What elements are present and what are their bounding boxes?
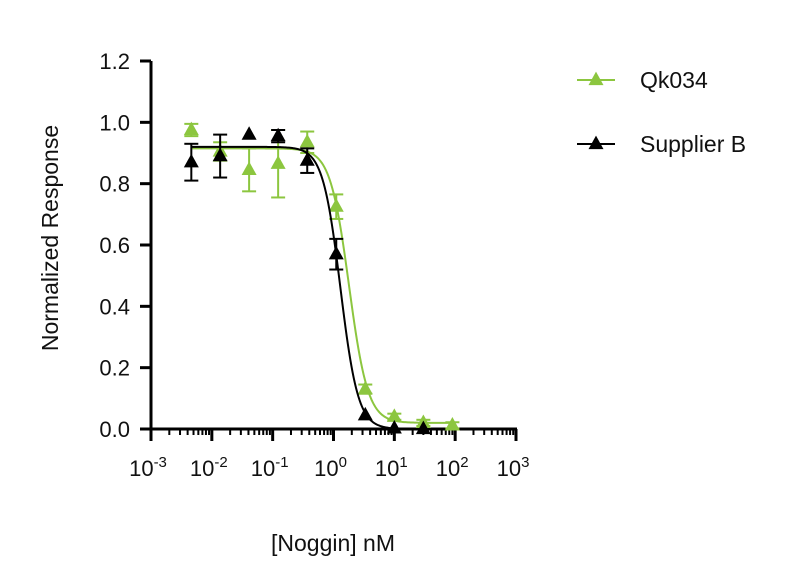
x-tick-exponent: -3 bbox=[154, 454, 167, 471]
y-tick-label: 0.0 bbox=[99, 417, 130, 442]
data-point bbox=[357, 406, 373, 421]
data-point bbox=[386, 408, 402, 422]
x-tick-exponent: 1 bbox=[399, 454, 407, 471]
data-point bbox=[212, 147, 228, 162]
x-tick-base: 10 bbox=[436, 456, 460, 481]
y-tick-label: 0.2 bbox=[99, 356, 130, 381]
x-tick-label: 103 bbox=[497, 454, 530, 481]
y-tick-label: 1.2 bbox=[99, 49, 130, 74]
legend-marker bbox=[588, 71, 604, 86]
x-tick-label: 101 bbox=[375, 454, 408, 481]
x-tick-base: 10 bbox=[251, 456, 275, 481]
data-point bbox=[444, 416, 460, 431]
data-point bbox=[299, 152, 315, 166]
series-qk034 bbox=[183, 121, 460, 431]
y-tick-label: 1.0 bbox=[99, 110, 130, 135]
data-point bbox=[270, 127, 286, 142]
axes: 0.00.20.40.60.81.01.2 10-3 10-2 10-1 100 101… bbox=[99, 49, 529, 481]
x-axis-label: [Noggin] nM bbox=[271, 530, 395, 556]
x-ticks: 10-3 10-2 10-1 100 101 102 103 bbox=[129, 429, 529, 481]
y-tick-label: 0.8 bbox=[99, 172, 130, 197]
x-tick-base: 10 bbox=[129, 456, 153, 481]
x-tick-exponent: 3 bbox=[521, 454, 529, 471]
y-tick-label: 0.4 bbox=[99, 294, 130, 319]
x-tick-base: 10 bbox=[314, 456, 338, 481]
legend-label: Supplier B bbox=[640, 131, 746, 157]
data-point bbox=[357, 380, 373, 395]
legend-marker bbox=[588, 135, 604, 150]
data-point bbox=[328, 198, 344, 212]
x-tick-label: 10-3 bbox=[129, 454, 167, 481]
series-supplier-b bbox=[183, 126, 431, 435]
data-point bbox=[415, 420, 431, 435]
fit-curve bbox=[191, 147, 453, 424]
data-point bbox=[241, 161, 257, 175]
legend-label: Qk034 bbox=[640, 67, 708, 93]
x-tick-label: 100 bbox=[314, 454, 347, 481]
x-tick-base: 10 bbox=[375, 456, 399, 481]
data-point bbox=[183, 121, 199, 136]
x-tick-exponent: 2 bbox=[460, 454, 468, 471]
x-tick-label: 10-2 bbox=[190, 454, 228, 481]
legend: Qk034 Supplier B bbox=[577, 67, 746, 157]
x-tick-exponent: -2 bbox=[214, 454, 227, 471]
y-ticks: 0.0 0.2 0.4 0.6 0.8 1.0 1.2 bbox=[99, 49, 151, 442]
x-tick-label: 102 bbox=[436, 454, 469, 481]
data-point bbox=[328, 245, 344, 260]
x-tick-exponent: -1 bbox=[275, 454, 288, 471]
x-tick-label: 10-1 bbox=[251, 454, 289, 481]
series-layer bbox=[183, 121, 460, 435]
x-tick-base: 10 bbox=[497, 456, 521, 481]
data-point bbox=[386, 420, 402, 434]
data-point bbox=[183, 153, 199, 168]
y-axis-label: Normalized Response bbox=[37, 125, 63, 351]
data-point bbox=[270, 155, 286, 169]
data-point bbox=[241, 126, 257, 140]
y-tick-label: 0.6 bbox=[99, 233, 130, 258]
x-tick-exponent: 0 bbox=[339, 454, 347, 471]
fit-curve bbox=[191, 145, 424, 430]
data-point bbox=[299, 133, 315, 148]
x-tick-base: 10 bbox=[190, 456, 214, 481]
